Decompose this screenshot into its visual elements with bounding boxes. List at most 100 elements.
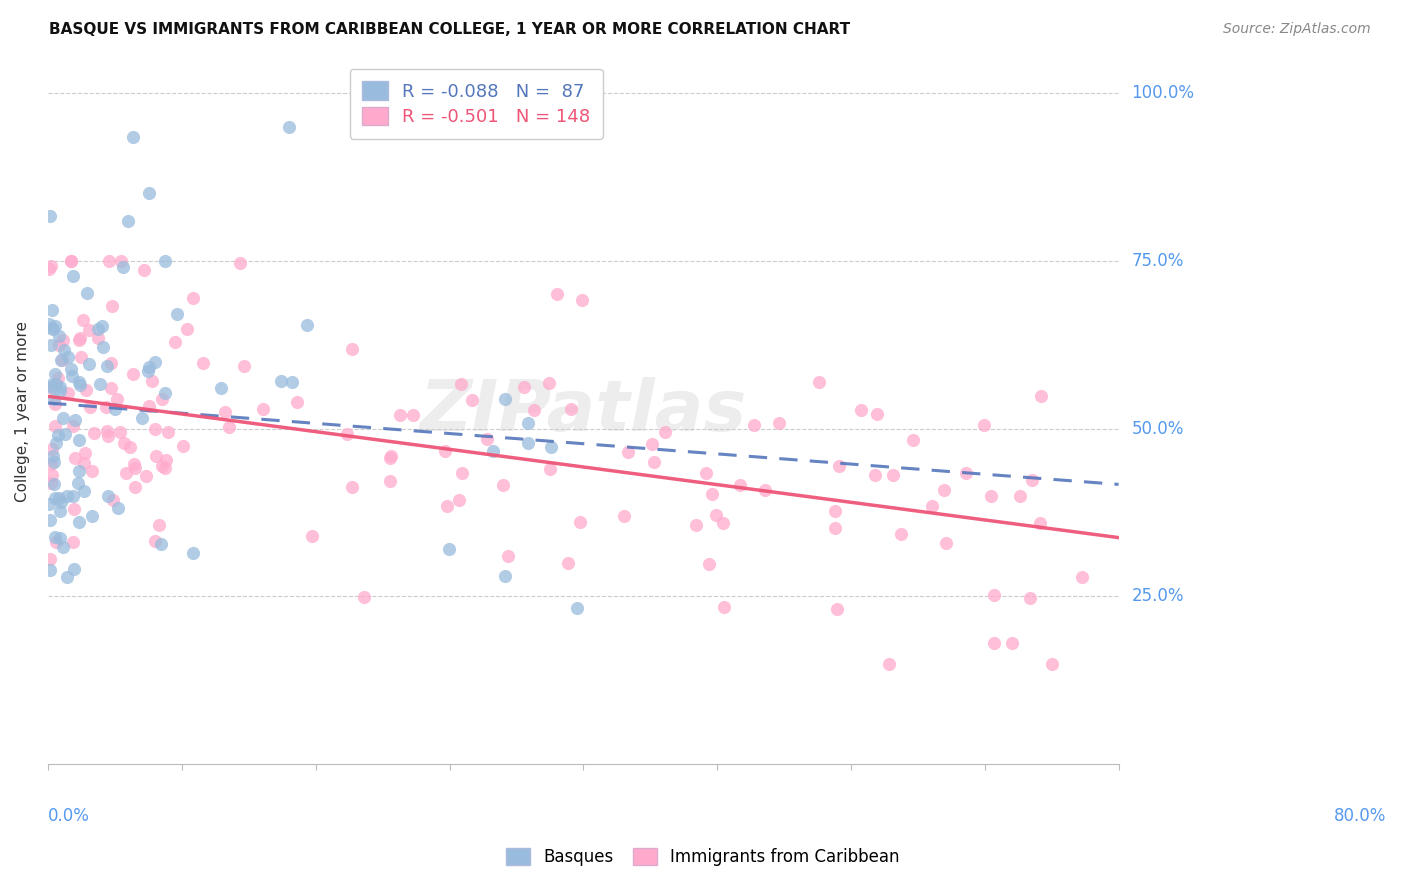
Point bbox=[285, 395, 308, 409]
Point bbox=[389, 408, 412, 422]
Point bbox=[112, 435, 135, 450]
Text: 100.0%: 100.0% bbox=[1132, 84, 1195, 103]
Text: BASQUE VS IMMIGRANTS FROM CARIBBEAN COLLEGE, 1 YEAR OR MORE CORRELATION CHART: BASQUE VS IMMIGRANTS FROM CARIBBEAN COLL… bbox=[49, 22, 851, 37]
Point bbox=[955, 467, 977, 481]
Point bbox=[107, 500, 129, 515]
Point bbox=[879, 657, 901, 671]
Point bbox=[176, 322, 198, 336]
Point bbox=[704, 508, 727, 523]
Point bbox=[546, 287, 568, 301]
Point bbox=[165, 335, 187, 350]
Point bbox=[122, 457, 145, 471]
Legend: Basques, Immigrants from Caribbean: Basques, Immigrants from Caribbean bbox=[498, 840, 908, 875]
Point bbox=[218, 419, 240, 434]
Point bbox=[437, 542, 460, 557]
Point bbox=[97, 254, 120, 268]
Point bbox=[100, 356, 122, 370]
Point bbox=[1000, 636, 1022, 650]
Point bbox=[124, 480, 146, 494]
Point bbox=[565, 601, 588, 615]
Point bbox=[67, 475, 90, 490]
Point bbox=[48, 531, 70, 545]
Point bbox=[59, 254, 82, 268]
Point bbox=[181, 547, 204, 561]
Point bbox=[301, 529, 323, 543]
Point bbox=[49, 495, 72, 509]
Point bbox=[866, 407, 889, 421]
Point bbox=[270, 374, 292, 388]
Point bbox=[39, 209, 62, 223]
Point bbox=[44, 418, 66, 433]
Point bbox=[82, 509, 104, 524]
Point bbox=[193, 356, 215, 370]
Point bbox=[69, 331, 91, 345]
Point bbox=[73, 456, 96, 470]
Point bbox=[42, 455, 65, 469]
Point bbox=[63, 561, 86, 575]
Point bbox=[73, 483, 96, 498]
Point bbox=[155, 254, 177, 268]
Point bbox=[380, 451, 402, 466]
Text: 80.0%: 80.0% bbox=[1334, 806, 1386, 824]
Point bbox=[75, 383, 97, 397]
Point bbox=[229, 256, 252, 270]
Point bbox=[45, 436, 67, 450]
Point bbox=[48, 384, 70, 398]
Point bbox=[935, 535, 957, 549]
Point bbox=[117, 214, 139, 228]
Point bbox=[108, 425, 131, 439]
Point bbox=[148, 518, 170, 533]
Point bbox=[41, 321, 63, 335]
Point bbox=[851, 402, 873, 417]
Point bbox=[613, 508, 636, 523]
Point bbox=[115, 466, 138, 480]
Point bbox=[711, 516, 734, 531]
Point bbox=[380, 450, 402, 464]
Text: 50.0%: 50.0% bbox=[1132, 420, 1184, 438]
Point bbox=[145, 533, 167, 548]
Point bbox=[38, 261, 60, 276]
Point bbox=[39, 563, 62, 577]
Point bbox=[41, 302, 63, 317]
Point bbox=[980, 489, 1002, 503]
Point bbox=[52, 333, 75, 347]
Point bbox=[87, 331, 110, 345]
Point bbox=[60, 254, 83, 268]
Point bbox=[96, 401, 118, 415]
Point bbox=[433, 444, 456, 458]
Point bbox=[214, 405, 236, 419]
Point bbox=[695, 466, 717, 480]
Point bbox=[44, 318, 66, 333]
Point bbox=[517, 435, 540, 450]
Point bbox=[571, 293, 593, 307]
Point bbox=[538, 376, 561, 391]
Point bbox=[155, 461, 177, 475]
Point bbox=[295, 318, 318, 332]
Point bbox=[39, 552, 62, 566]
Point bbox=[41, 259, 63, 273]
Point bbox=[62, 269, 84, 284]
Point bbox=[172, 439, 194, 453]
Point bbox=[87, 322, 110, 336]
Point bbox=[921, 499, 943, 513]
Point bbox=[278, 120, 301, 134]
Point bbox=[42, 321, 65, 335]
Point bbox=[41, 467, 63, 482]
Point bbox=[495, 392, 517, 406]
Point bbox=[482, 443, 505, 458]
Point bbox=[41, 442, 63, 456]
Point bbox=[46, 428, 69, 442]
Point bbox=[713, 600, 735, 615]
Point bbox=[44, 368, 66, 382]
Point bbox=[340, 480, 363, 494]
Point bbox=[89, 376, 111, 391]
Point bbox=[166, 307, 188, 321]
Point bbox=[540, 440, 562, 454]
Point bbox=[63, 502, 86, 516]
Point bbox=[1029, 516, 1052, 531]
Point bbox=[641, 437, 664, 451]
Point bbox=[932, 483, 955, 498]
Point bbox=[67, 433, 90, 447]
Point bbox=[48, 338, 70, 352]
Point bbox=[42, 392, 65, 407]
